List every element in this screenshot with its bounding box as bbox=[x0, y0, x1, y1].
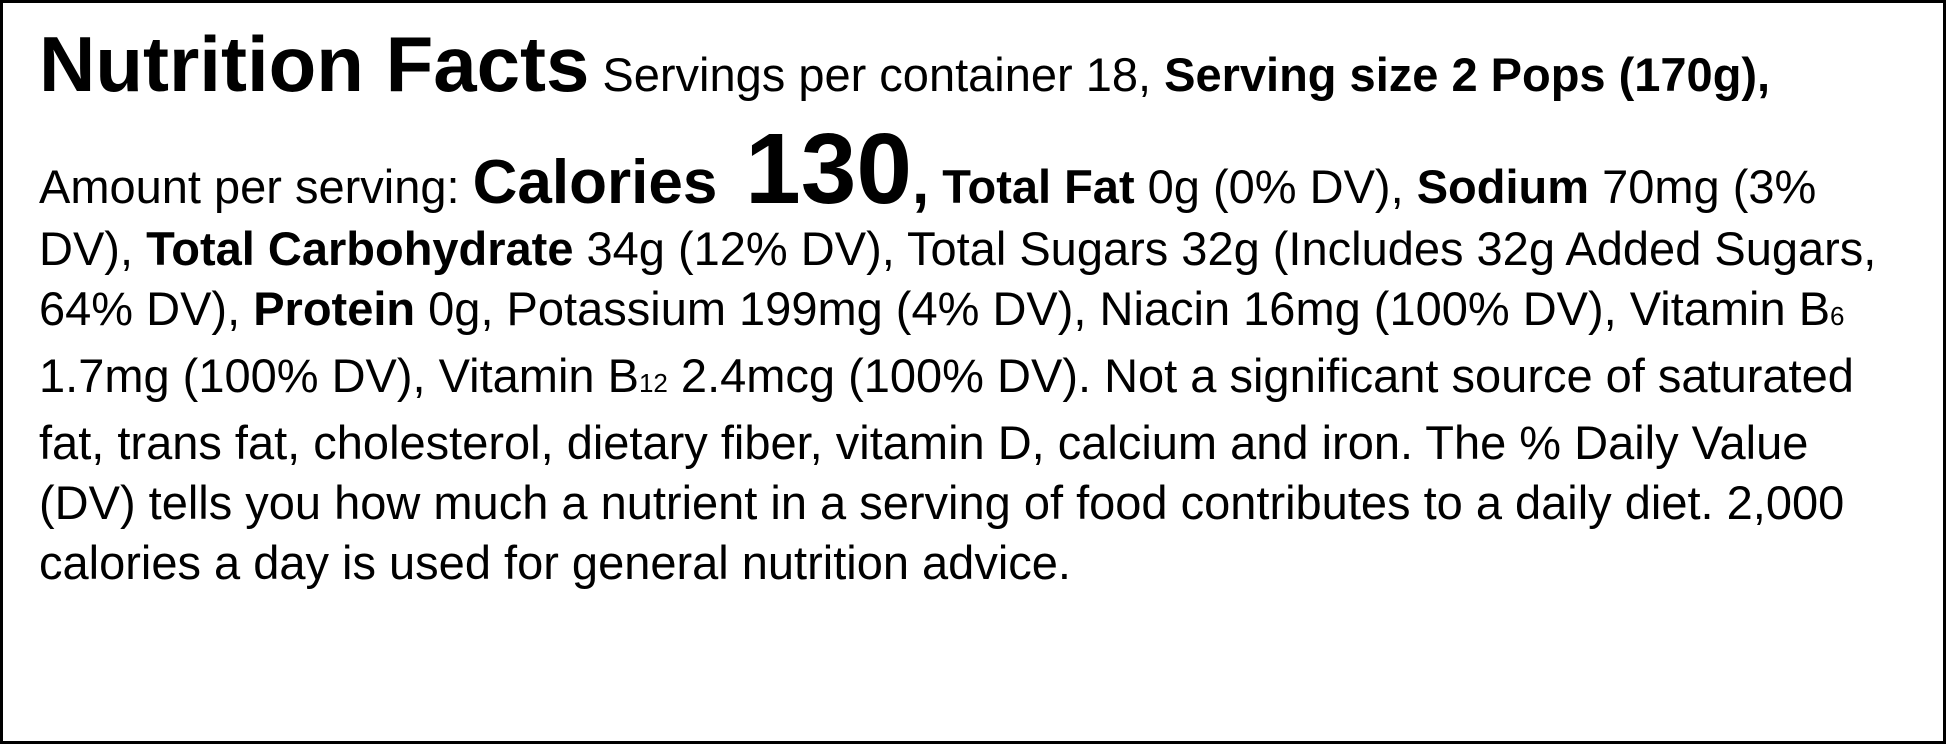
text: 70mg (3% DV), bbox=[39, 160, 1830, 275]
subscript: 12 bbox=[638, 368, 668, 398]
subscript: 6 bbox=[1830, 301, 1845, 331]
text: 1.7mg (100% DV), Vitamin B bbox=[39, 282, 1858, 402]
calories-value: 130 bbox=[717, 113, 912, 225]
text: 34g (12% DV), Total Sugars 32g (Includes… bbox=[39, 222, 1890, 335]
text: Servings per container 18, bbox=[589, 48, 1165, 101]
text: 0g, Potassium 199mg (4% DV), Niacin 16mg… bbox=[415, 282, 1831, 335]
text: 0g (0% DV), bbox=[1134, 160, 1417, 213]
text: Amount per serving: bbox=[39, 48, 1781, 213]
text: 2.4mcg (100% DV). Not a significant sour… bbox=[39, 349, 1867, 589]
label-text: Nutrition Facts Servings per container 1… bbox=[39, 9, 1909, 593]
title: Nutrition Facts bbox=[39, 20, 590, 108]
calories-label: Calories bbox=[472, 148, 718, 217]
text-bold: Total Carbohydrate bbox=[146, 222, 574, 275]
text-bold: Total Fat bbox=[929, 160, 1135, 213]
text-bold: Serving size 2 Pops (170g), bbox=[1164, 48, 1771, 101]
text-bold: , bbox=[911, 148, 930, 217]
text-bold: Sodium bbox=[1416, 160, 1590, 213]
text-bold: Protein bbox=[253, 282, 416, 335]
